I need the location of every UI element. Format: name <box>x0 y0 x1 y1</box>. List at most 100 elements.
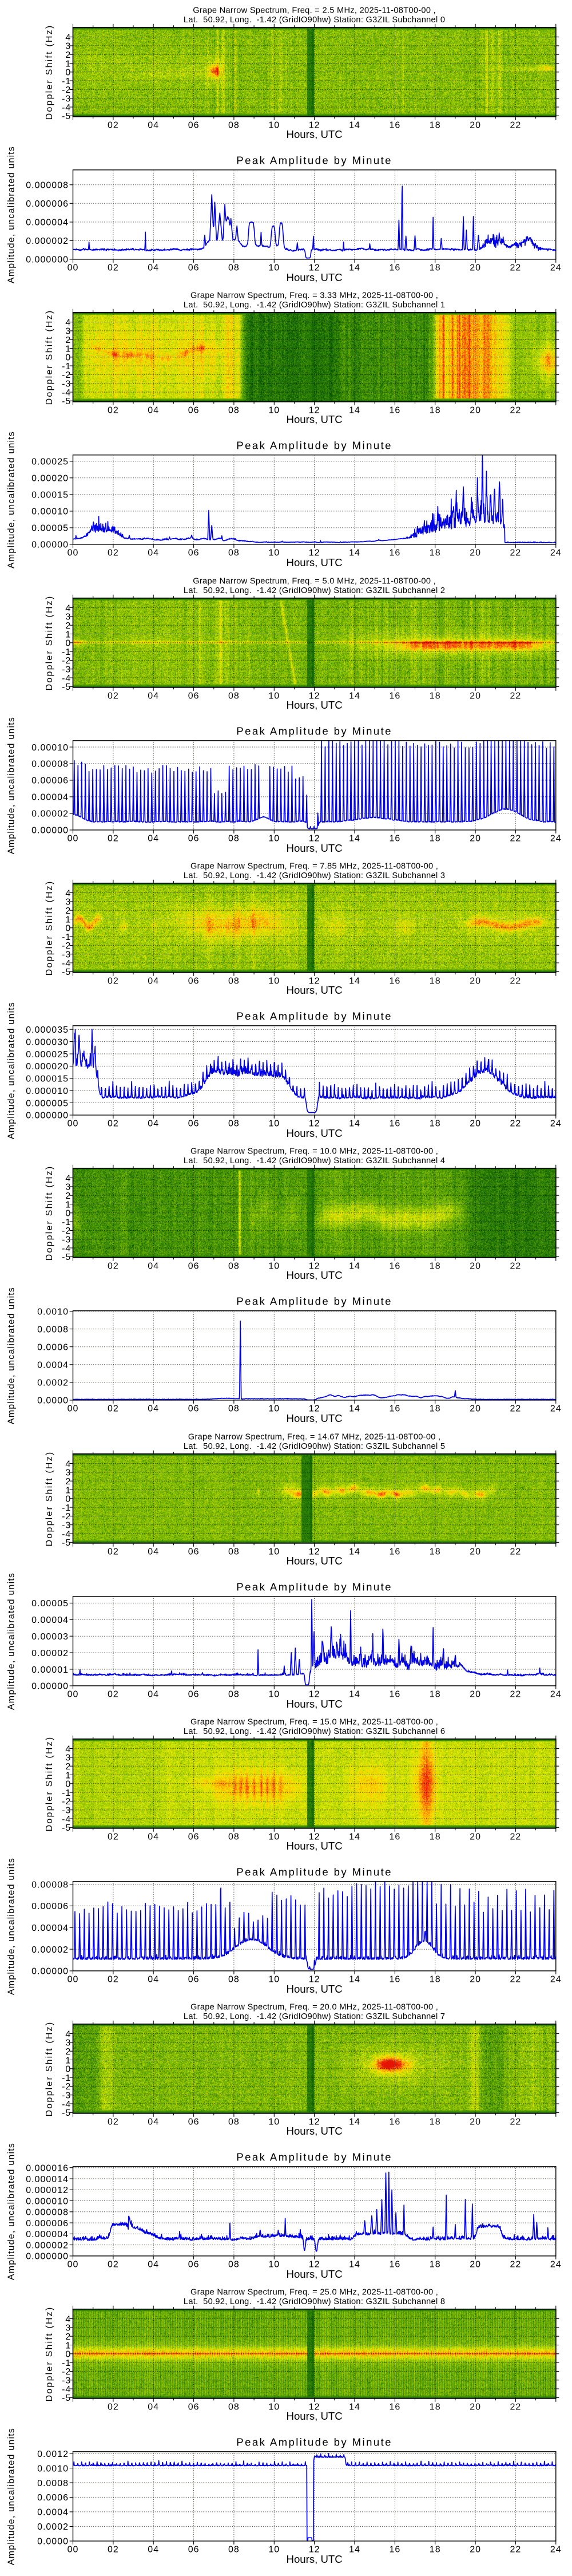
svg-text:Amplitude, uncalibrated units: Amplitude, uncalibrated units <box>7 1287 17 1424</box>
svg-text:04: 04 <box>148 120 159 130</box>
svg-text:Hours, UTC: Hours, UTC <box>287 413 343 425</box>
svg-text:0.00005: 0.00005 <box>31 524 69 534</box>
svg-text:02: 02 <box>108 2260 119 2270</box>
svg-text:12: 12 <box>309 2545 320 2555</box>
svg-text:0.000008: 0.000008 <box>26 181 69 191</box>
svg-text:14: 14 <box>349 1832 360 1842</box>
svg-text:0.000020: 0.000020 <box>26 1062 69 1072</box>
svg-text:-5: -5 <box>62 397 71 406</box>
svg-text:16: 16 <box>390 548 401 558</box>
svg-text:06: 06 <box>188 1975 200 1985</box>
svg-text:20: 20 <box>470 1832 481 1842</box>
svg-text:Hours, UTC: Hours, UTC <box>287 1555 343 1567</box>
svg-text:10: 10 <box>268 1690 280 1700</box>
svg-text:-2: -2 <box>62 941 71 951</box>
svg-text:16: 16 <box>390 263 401 273</box>
svg-text:10: 10 <box>268 691 280 701</box>
svg-text:Lat. 50.92, Long. -1.42 (Gri: Lat. 50.92, Long. -1.42 (GridIO90hw) Sta… <box>184 1442 445 1451</box>
svg-text:00: 00 <box>67 1975 79 1985</box>
svg-text:22: 22 <box>510 1261 522 1271</box>
svg-text:08: 08 <box>228 2402 240 2412</box>
svg-text:-4: -4 <box>62 2385 71 2395</box>
svg-text:4: 4 <box>65 2314 71 2324</box>
svg-text:00: 00 <box>67 1119 79 1129</box>
svg-text:24: 24 <box>550 2260 562 2270</box>
svg-text:-1: -1 <box>62 2073 71 2083</box>
svg-text:18: 18 <box>430 548 441 558</box>
svg-text:Amplitude, uncalibrated units: Amplitude, uncalibrated units <box>7 717 17 854</box>
svg-text:00: 00 <box>67 2260 79 2270</box>
svg-text:0.000002: 0.000002 <box>26 236 69 246</box>
svg-text:06: 06 <box>188 2545 200 2555</box>
svg-text:0.000000: 0.000000 <box>26 2252 69 2262</box>
svg-text:3: 3 <box>65 1468 71 1478</box>
svg-text:-5: -5 <box>62 1253 71 1262</box>
svg-text:08: 08 <box>228 263 240 273</box>
svg-text:2: 2 <box>65 2332 71 2342</box>
svg-text:Lat. 50.92, Long. -1.42 (Gri: Lat. 50.92, Long. -1.42 (GridIO90hw) Sta… <box>184 2297 445 2306</box>
svg-text:20: 20 <box>470 405 481 415</box>
svg-text:06: 06 <box>188 1261 200 1271</box>
svg-text:Doppler Shift (Hz): Doppler Shift (Hz) <box>45 2021 54 2117</box>
svg-text:08: 08 <box>228 1547 240 1556</box>
svg-text:18: 18 <box>430 2117 441 2127</box>
svg-text:16: 16 <box>390 1119 401 1129</box>
svg-text:12: 12 <box>309 2402 320 2412</box>
svg-text:0.00004: 0.00004 <box>31 1923 69 1933</box>
svg-text:00: 00 <box>67 2545 79 2555</box>
svg-text:02: 02 <box>108 1261 119 1271</box>
svg-text:3: 3 <box>65 2324 71 2333</box>
svg-text:12: 12 <box>309 1404 320 1414</box>
svg-text:0.00006: 0.00006 <box>31 776 69 786</box>
svg-text:0.00005: 0.00005 <box>31 1599 69 1609</box>
svg-text:3: 3 <box>65 2038 71 2048</box>
svg-text:10: 10 <box>268 120 280 130</box>
svg-text:04: 04 <box>148 2260 159 2270</box>
svg-text:12: 12 <box>309 263 320 273</box>
svg-text:14: 14 <box>349 548 360 558</box>
svg-text:06: 06 <box>188 548 200 558</box>
svg-text:20: 20 <box>470 834 481 844</box>
svg-text:2: 2 <box>65 906 71 916</box>
svg-text:02: 02 <box>108 1404 119 1414</box>
svg-text:Grape Narrow Spectrum, Freq. =: Grape Narrow Spectrum, Freq. = 25.0 MHz,… <box>190 2288 438 2297</box>
svg-text:18: 18 <box>430 1975 441 1985</box>
svg-text:4: 4 <box>65 1459 71 1469</box>
svg-text:20: 20 <box>470 1119 481 1129</box>
svg-text:-5: -5 <box>62 112 71 121</box>
svg-text:14: 14 <box>349 263 360 273</box>
svg-text:-5: -5 <box>62 2393 71 2403</box>
svg-text:10: 10 <box>268 405 280 415</box>
svg-text:20: 20 <box>470 691 481 701</box>
svg-text:08: 08 <box>228 2260 240 2270</box>
svg-text:04: 04 <box>148 2117 159 2127</box>
svg-text:08: 08 <box>228 120 240 130</box>
svg-text:08: 08 <box>228 976 240 986</box>
svg-text:Lat. 50.92, Long. -1.42 (Gri: Lat. 50.92, Long. -1.42 (GridIO90hw) Sta… <box>184 301 445 310</box>
svg-text:-1: -1 <box>62 1788 71 1798</box>
svg-text:22: 22 <box>510 405 522 415</box>
svg-text:0: 0 <box>65 353 71 363</box>
svg-text:Lat. 50.92, Long. -1.42 (Gri: Lat. 50.92, Long. -1.42 (GridIO90hw) Sta… <box>184 2012 445 2021</box>
svg-text:1: 1 <box>65 59 71 69</box>
svg-text:Lat. 50.92, Long. -1.42 (Gri: Lat. 50.92, Long. -1.42 (GridIO90hw) Sta… <box>184 1727 445 1736</box>
svg-text:-2: -2 <box>62 370 71 380</box>
svg-text:12: 12 <box>309 1547 320 1556</box>
svg-text:02: 02 <box>108 834 119 844</box>
svg-text:0.00000: 0.00000 <box>31 1967 69 1977</box>
svg-text:Peak Amplitude by Minute: Peak Amplitude by Minute <box>236 1866 392 1878</box>
svg-text:20: 20 <box>470 1547 481 1556</box>
svg-text:-5: -5 <box>62 682 71 692</box>
svg-text:-1: -1 <box>62 77 71 86</box>
svg-text:12: 12 <box>309 1119 320 1129</box>
svg-text:06: 06 <box>188 691 200 701</box>
svg-text:0.0006: 0.0006 <box>37 1343 69 1353</box>
svg-text:10: 10 <box>268 834 280 844</box>
svg-text:0: 0 <box>65 639 71 649</box>
svg-text:Amplitude, uncalibrated units: Amplitude, uncalibrated units <box>7 1573 17 1710</box>
svg-text:0.000025: 0.000025 <box>26 1050 69 1060</box>
svg-text:Peak Amplitude by Minute: Peak Amplitude by Minute <box>236 2151 392 2163</box>
svg-text:0.0008: 0.0008 <box>37 1325 69 1334</box>
svg-text:Hours, UTC: Hours, UTC <box>287 842 343 854</box>
svg-text:24: 24 <box>550 1975 562 1985</box>
